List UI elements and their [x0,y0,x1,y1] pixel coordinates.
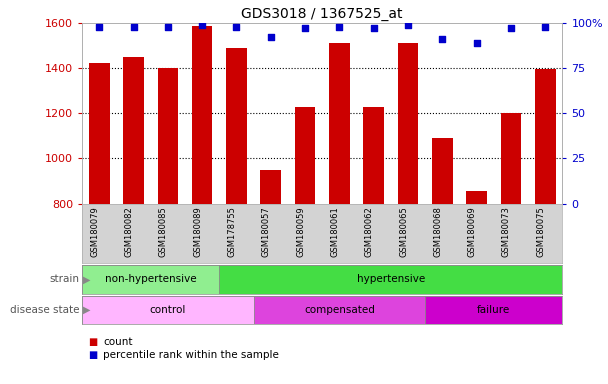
Text: GSM180061: GSM180061 [330,207,339,257]
Text: GSM180089: GSM180089 [193,207,202,257]
Point [472,40,482,46]
Bar [89,63,109,204]
Bar [157,68,178,204]
Bar [364,106,384,204]
Bar [226,48,247,204]
Point [163,23,173,30]
Text: GSM180065: GSM180065 [399,207,408,257]
Text: ▶: ▶ [83,305,91,315]
Bar [82,265,219,294]
Text: percentile rank within the sample: percentile rank within the sample [103,350,279,360]
Text: ■: ■ [88,350,97,360]
Bar [329,43,350,204]
Text: disease state: disease state [10,305,79,315]
Text: GSM180057: GSM180057 [262,207,271,257]
Bar [500,113,521,204]
Text: ■: ■ [88,337,97,347]
Text: failure: failure [477,305,510,315]
Bar [295,106,316,204]
Text: GSM180075: GSM180075 [536,207,545,257]
Bar [535,69,556,204]
Text: strain: strain [49,274,79,285]
Text: GSM178755: GSM178755 [227,207,237,257]
Point [197,22,207,28]
Bar [192,26,212,204]
Bar [425,296,562,324]
Text: non-hypertensive: non-hypertensive [105,274,196,285]
Point [232,23,241,30]
Point [266,35,275,41]
Bar [254,296,425,324]
Text: hypertensive: hypertensive [357,274,425,285]
Point [403,22,413,28]
Bar [432,138,452,204]
Point [369,25,379,31]
Bar [123,57,144,204]
Point [129,23,139,30]
Bar [466,191,487,204]
Point [437,36,447,42]
Point [94,23,104,30]
Text: GSM180069: GSM180069 [468,207,477,257]
Text: ▶: ▶ [83,274,91,285]
Text: compensated: compensated [304,305,375,315]
Title: GDS3018 / 1367525_at: GDS3018 / 1367525_at [241,7,403,21]
Point [334,23,344,30]
Point [300,25,310,31]
Text: count: count [103,337,133,347]
Point [506,25,516,31]
Text: GSM180085: GSM180085 [159,207,168,257]
Bar [82,296,254,324]
Text: GSM180068: GSM180068 [434,207,442,257]
Text: control: control [150,305,186,315]
Point [541,23,550,30]
Text: GSM180059: GSM180059 [296,207,305,257]
Text: GSM180062: GSM180062 [365,207,374,257]
Text: GSM180082: GSM180082 [125,207,134,257]
Bar [398,43,418,204]
Bar [260,170,281,204]
Text: GSM180079: GSM180079 [90,207,99,257]
Bar [219,265,562,294]
Text: GSM180073: GSM180073 [502,207,511,257]
